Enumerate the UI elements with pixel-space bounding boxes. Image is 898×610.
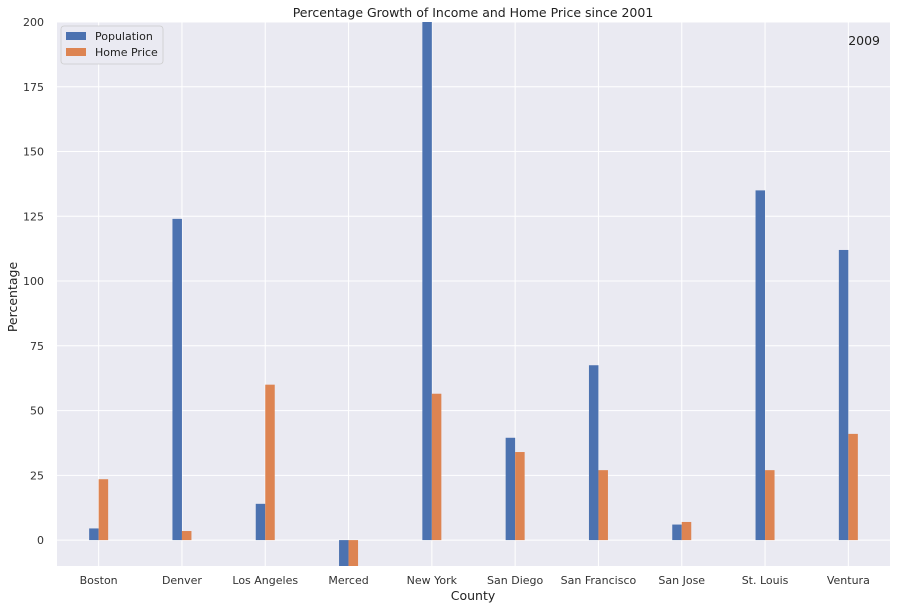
bar-population-ventura <box>838 249 849 541</box>
bar-home-price-merced <box>348 540 359 566</box>
y-tick-label: 0 <box>37 534 44 547</box>
bar-home-price-san-francisco <box>598 470 608 541</box>
bar-population-san-diego <box>505 437 516 541</box>
x-tick-label: Boston <box>80 574 118 587</box>
bar-population-st-louis <box>755 190 766 541</box>
y-tick-label: 175 <box>23 81 44 94</box>
x-tick-label: St. Louis <box>742 574 789 587</box>
y-tick-label: 125 <box>23 210 44 223</box>
x-tick-labels: Boston Denver Los Angeles Merced New York San… <box>80 574 870 587</box>
y-tick-label: 25 <box>30 469 44 482</box>
bars <box>89 22 858 566</box>
legend: Population Home Price <box>60 25 164 65</box>
bar-population-denver <box>172 218 182 541</box>
bar-population-merced <box>339 540 349 566</box>
bar-population-los-angeles <box>255 503 266 541</box>
x-tick-label: Denver <box>162 574 202 587</box>
bar-home-price-ventura <box>848 433 858 541</box>
x-tick-label: New York <box>407 574 458 587</box>
x-tick-label: Merced <box>328 574 368 587</box>
x-tick-label: San Jose <box>658 574 705 587</box>
legend-box <box>60 25 164 65</box>
x-tick-label: Ventura <box>827 574 870 587</box>
x-tick-label: San Diego <box>487 574 543 587</box>
bar-home-price-boston <box>98 479 109 541</box>
y-tick-labels: 0 25 50 75 100 125 150 175 200 <box>23 16 44 547</box>
x-tick-label: Los Angeles <box>232 574 298 587</box>
legend-swatch-population <box>66 32 86 40</box>
x-axis-label: County <box>451 588 496 603</box>
y-tick-label: 50 <box>30 405 44 418</box>
bar-population-san-jose <box>672 524 682 541</box>
bar-home-price-los-angeles <box>265 384 275 541</box>
y-tick-label: 200 <box>23 16 44 29</box>
legend-swatch-home-price <box>66 48 86 56</box>
bar-population-new-york <box>422 22 432 541</box>
legend-label-population: Population <box>95 30 153 43</box>
legend-label-home-price: Home Price <box>95 46 158 59</box>
bar-home-price-new-york <box>431 393 442 541</box>
bar-population-san-francisco <box>588 365 599 541</box>
bar-population-boston <box>89 528 99 541</box>
y-tick-label: 150 <box>23 146 44 159</box>
bar-home-price-st-louis <box>765 470 775 541</box>
y-axis-label: Percentage <box>5 262 20 333</box>
bar-home-price-san-diego <box>515 452 525 541</box>
y-tick-label: 75 <box>30 340 44 353</box>
year-annotation: 2009 <box>848 33 880 48</box>
bar-home-price-denver <box>181 531 192 541</box>
bar-home-price-san-jose <box>681 521 692 541</box>
x-tick-label: San Francisco <box>561 574 637 587</box>
chart-title: Percentage Growth of Income and Home Pri… <box>293 5 654 20</box>
y-tick-label: 100 <box>23 275 44 288</box>
